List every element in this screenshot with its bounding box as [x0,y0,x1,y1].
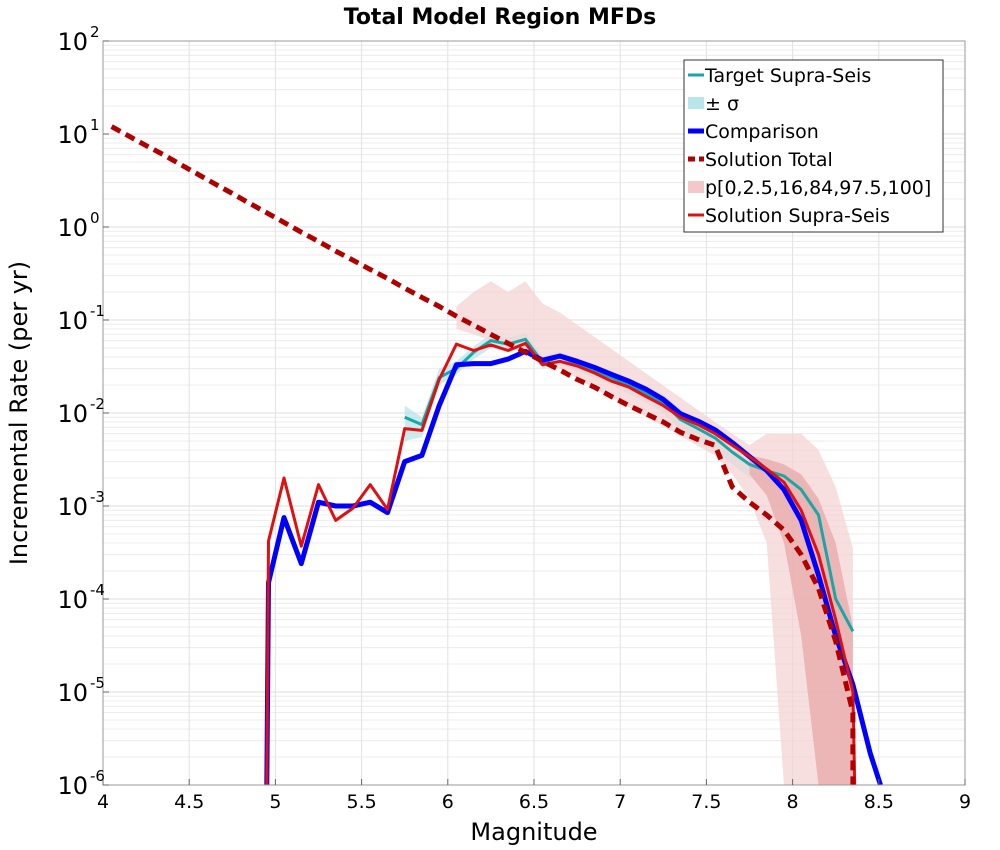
x-tick-label: 4 [97,791,109,813]
legend-label: Target Supra-Seis [704,65,871,87]
x-tick-label: 6 [442,791,454,813]
y-tick-exponent: 2 [90,23,100,41]
band-layer [404,281,853,785]
legend-swatch- [688,97,704,109]
y-tick-base: 10 [57,214,88,242]
legend-label: Solution Supra-Seis [705,205,890,227]
x-tick-label: 9 [959,791,971,813]
legend-label: Comparison [705,121,819,143]
x-axis-ticks: 4 4.5 5 5.5 6 6.5 7 7.5 8 8.5 9 [97,779,971,813]
x-tick-label: 8 [787,791,799,813]
y-tick-base: 10 [57,307,88,335]
y-tick-exponent: -2 [90,395,105,413]
y-tick-base: 10 [57,493,88,521]
series-solution-total [110,124,856,785]
x-tick-label: 4.5 [174,791,204,813]
legend: Target Supra-Seis ± σ Comparison Solution T… [683,59,944,233]
y-tick-exponent: -6 [90,767,105,785]
series-layer [110,124,883,786]
legend-label: p[0,2.5,16,84,97.5,100] [705,177,931,199]
y-axis-label: Incremental Rate (per yr) [5,261,33,565]
y-tick-base: 10 [57,28,88,56]
y-tick-exponent: -5 [90,674,105,692]
y-tick-exponent: -1 [90,302,105,320]
legend-box [683,59,944,233]
x-tick-label: 8.5 [864,791,894,813]
x-axis-label: Magnitude [470,818,597,846]
y-tick-base: 10 [57,772,88,800]
x-tick-label: 6.5 [519,791,549,813]
x-tick-label: 7 [614,791,626,813]
x-tick-label: 7.5 [691,791,721,813]
legend-swatch-p-0-2-5-16-84-97-5-100 [688,181,704,193]
y-tick-exponent: 0 [90,209,100,227]
x-tick-label: 5.5 [346,791,376,813]
y-tick-exponent: -3 [90,488,105,506]
x-tick-label: 5 [269,791,281,813]
y-tick-base: 10 [57,121,88,149]
chart-title: Total Model Region MFDs [344,5,657,30]
legend-label: Solution Total [705,149,833,171]
y-tick-base: 10 [57,586,88,614]
band- [404,333,853,648]
y-tick-exponent: -4 [90,581,105,599]
y-tick-base: 10 [57,400,88,428]
series-solution-supra-seis [265,341,857,786]
legend-label: ± σ [705,93,739,115]
band-p-0-2-5-16-84-97-5-100-inner [749,455,853,785]
y-tick-exponent: 1 [90,116,100,134]
y-tick-base: 10 [57,679,88,707]
